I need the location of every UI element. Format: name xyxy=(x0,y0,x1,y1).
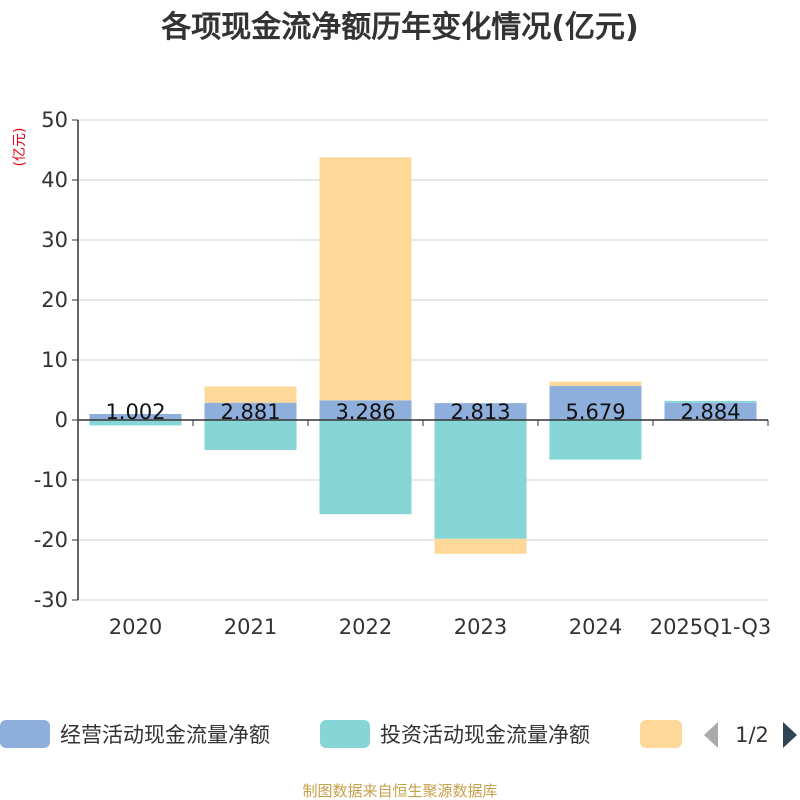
x-tick-label: 2021 xyxy=(224,615,277,639)
bar-series0-2021 xyxy=(204,402,297,420)
y-tick-label: 10 xyxy=(41,348,68,372)
y-tick-label: -30 xyxy=(34,588,68,612)
x-tick-label: 2022 xyxy=(339,615,392,639)
x-tick-label: 2024 xyxy=(569,615,622,639)
bars xyxy=(89,157,757,554)
legend-label-investing[interactable]: 投资活动现金流量净额 xyxy=(380,723,590,747)
bar-series0-2025Q1-Q3 xyxy=(664,402,757,420)
y-tick-label: 40 xyxy=(41,168,68,192)
legend-swatch-investing[interactable] xyxy=(320,720,370,748)
legend-page-indicator: 1/2 xyxy=(735,723,769,747)
data-label: 1.002 xyxy=(105,400,165,424)
bar-series1-2023 xyxy=(434,420,527,539)
data-label: 5.679 xyxy=(565,400,625,424)
x-tick-labels: 2020 2021 2022 2023 2024 2025Q1-Q3 xyxy=(109,615,772,639)
y-tick-labels: 50 40 30 20 10 0 -10 -20 -30 xyxy=(34,108,68,612)
y-tick-label: -10 xyxy=(34,468,68,492)
bar-series1-2020 xyxy=(89,420,182,426)
bar-series1-2022 xyxy=(319,420,412,515)
data-label: 2.881 xyxy=(220,400,280,424)
bar-series2-2024 xyxy=(549,381,642,386)
x-tick-label: 2020 xyxy=(109,615,162,639)
data-label: 2.813 xyxy=(450,400,510,424)
bar-series1-2025Q1-Q3 xyxy=(664,400,757,403)
legend-swatch-third[interactable] xyxy=(640,720,682,748)
bar-series2-2023 xyxy=(434,538,527,554)
data-label: 2.884 xyxy=(680,400,740,424)
legend-label-operating[interactable]: 经营活动现金流量净额 xyxy=(60,723,270,747)
y-tick-label: 30 xyxy=(41,228,68,252)
bar-series2-2022 xyxy=(319,157,412,401)
y-tick-label: 0 xyxy=(55,408,68,432)
axes xyxy=(77,120,769,600)
legend-swatch-operating[interactable] xyxy=(0,720,50,748)
x-tick-label: 2025Q1-Q3 xyxy=(650,615,772,639)
bar-series0-2024 xyxy=(549,385,642,420)
data-label: 3.286 xyxy=(335,400,395,424)
legend: 经营活动现金流量净额 投资活动现金流量净额 1/2 xyxy=(0,720,797,748)
gridlines xyxy=(72,119,768,601)
legend-prev-page-icon[interactable] xyxy=(704,722,718,748)
y-axis-unit: (亿元) xyxy=(12,128,28,167)
bar-series0-2023 xyxy=(434,403,527,420)
chart-title: 各项现金流净额历年变化情况(亿元) xyxy=(160,10,638,45)
bar-series1-2024 xyxy=(549,420,642,460)
legend-next-page-icon[interactable] xyxy=(783,722,797,748)
bar-series1-2021 xyxy=(204,420,297,450)
bar-series0-2020 xyxy=(89,413,182,420)
y-tick-label: 20 xyxy=(41,288,68,312)
data-labels: 1.002 2.881 3.286 2.813 5.679 2.884 xyxy=(105,400,740,424)
bar-series0-2022 xyxy=(319,400,412,420)
bar-series2-2021 xyxy=(204,386,297,403)
y-tick-label: -20 xyxy=(34,528,68,552)
source-note: 制图数据来自恒生聚源数据库 xyxy=(302,782,497,800)
x-tick-label: 2023 xyxy=(454,615,507,639)
y-tick-label: 50 xyxy=(41,108,68,132)
